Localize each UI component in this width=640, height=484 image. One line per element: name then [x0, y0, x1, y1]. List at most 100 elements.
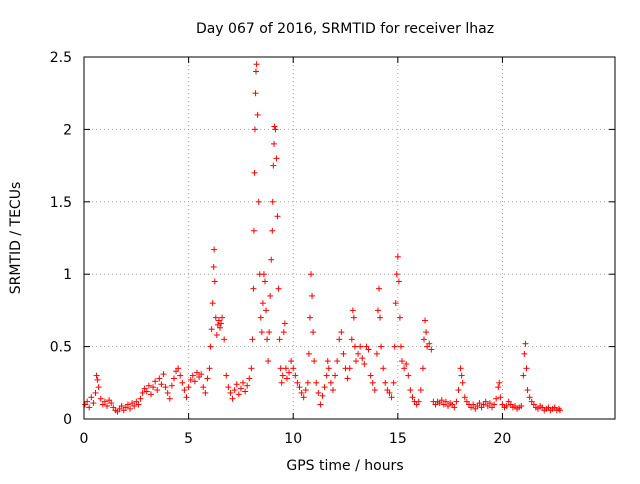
y-tick-label: 2.5 [50, 50, 72, 66]
data-point [270, 140, 277, 147]
data-point [276, 336, 283, 343]
x-tick-labels: 0 5 10 15 20 [80, 431, 512, 447]
data-point [198, 371, 205, 378]
data-point [357, 343, 364, 350]
data-point [162, 384, 169, 391]
data-point [179, 379, 186, 386]
data-point [210, 263, 217, 270]
data-point [240, 379, 247, 386]
data-point [279, 372, 286, 379]
data-point [304, 379, 311, 386]
data-point [388, 394, 395, 401]
data-point [280, 329, 287, 336]
data-point [181, 387, 188, 394]
data-point [282, 365, 289, 372]
data-point [166, 395, 173, 402]
data-point [90, 400, 97, 407]
data-point [486, 400, 493, 407]
data-point [267, 292, 274, 299]
data-point [237, 385, 244, 392]
data-point [470, 401, 477, 408]
y-axis-label: SRMTID / TECUs [8, 182, 24, 295]
data-point [175, 365, 182, 372]
data-point [84, 398, 91, 405]
data-point [308, 271, 315, 278]
data-point [177, 372, 184, 379]
data-point [321, 384, 328, 391]
data-point [139, 389, 146, 396]
data-point [213, 332, 220, 339]
data-point [286, 369, 293, 376]
data-point [251, 126, 258, 133]
data-point [459, 379, 466, 386]
data-point [92, 389, 99, 396]
data-point [334, 358, 341, 365]
x-tick-label: 5 [184, 431, 193, 447]
data-point [86, 404, 93, 411]
data-point [218, 320, 225, 327]
data-point [263, 307, 270, 314]
data-point [189, 372, 196, 379]
data-point [394, 253, 401, 260]
data-point [403, 360, 410, 367]
data-point [526, 394, 533, 401]
data-point [95, 384, 102, 391]
data-point [94, 376, 101, 383]
data-point [246, 375, 253, 382]
data-point [556, 407, 563, 414]
data-point [204, 375, 211, 382]
data-point [371, 387, 378, 394]
data-point [455, 387, 462, 394]
data-point [311, 358, 318, 365]
data-point [361, 360, 368, 367]
data-point [154, 387, 161, 394]
data-point [405, 372, 412, 379]
data-point [252, 90, 259, 97]
data-point [131, 402, 138, 409]
data-point [393, 271, 400, 278]
data-point [242, 388, 249, 395]
data-point [369, 379, 376, 386]
data-point [294, 379, 301, 386]
data-point [250, 285, 257, 292]
data-point [524, 387, 531, 394]
y-tick-label: 1 [63, 267, 72, 283]
data-point [207, 343, 214, 350]
data-point [329, 387, 336, 394]
data-point [420, 336, 427, 343]
x-tick-label: 15 [389, 431, 407, 447]
data-point [457, 365, 464, 372]
data-point [523, 365, 530, 372]
data-point [493, 395, 500, 402]
data-point [259, 300, 266, 307]
data-point [340, 350, 347, 357]
data-point [250, 227, 257, 234]
data-point [482, 398, 489, 405]
data-point [355, 350, 362, 357]
data-point [313, 379, 320, 386]
data-point [264, 336, 271, 343]
ticks [83, 56, 615, 420]
data-point [268, 256, 275, 263]
data-point [422, 317, 429, 324]
x-tick-label: 20 [494, 431, 512, 447]
data-point [93, 372, 100, 379]
data-point [127, 405, 134, 412]
data-point [257, 314, 264, 321]
data-point [344, 375, 351, 382]
data-point [278, 379, 285, 386]
data-point [390, 379, 397, 386]
data-point [206, 365, 213, 372]
data-point [137, 395, 144, 402]
data-point [426, 340, 433, 347]
data-point [216, 324, 223, 331]
data-point [423, 329, 430, 336]
data-point [223, 372, 230, 379]
data-point [147, 391, 154, 398]
data-point [269, 227, 276, 234]
data-point [275, 285, 282, 292]
data-point [156, 375, 163, 382]
data-point [417, 387, 424, 394]
x-axis-label: GPS time / hours [286, 458, 403, 474]
